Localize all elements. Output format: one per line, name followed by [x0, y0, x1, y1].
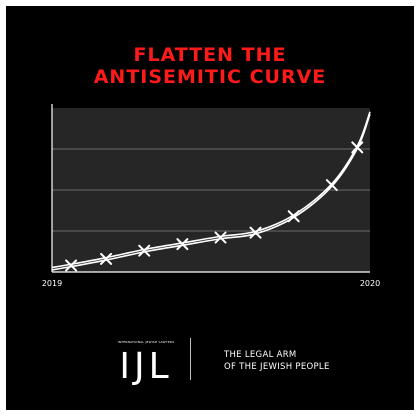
tagline-line-1: THE LEGAL ARM	[224, 350, 297, 360]
barb-point-9	[351, 141, 364, 154]
barb-point-8	[325, 179, 338, 192]
logo-small-text: INTERNATIONAL JEWISH LAWYERS	[117, 340, 175, 344]
ijl-logo: INTERNATIONAL JEWISH LAWYERS IJL	[110, 340, 182, 386]
x-tick-label-2019: 2019	[42, 279, 62, 288]
headline-line-2: ANTISEMITIC CURVE	[93, 66, 327, 88]
barb-point-5	[214, 231, 227, 244]
tagline-line-2: OF THE JEWISH PEOPLE	[224, 362, 330, 372]
logo-letters: IJL	[119, 346, 172, 386]
barb-point-3	[138, 244, 151, 257]
barb-point-2	[100, 252, 113, 265]
barb-point-6	[249, 226, 262, 239]
barb-point-1	[65, 259, 78, 272]
ijl-logo-letters: IJL	[119, 346, 172, 386]
headline-line-1: FLATTEN THE	[133, 44, 287, 66]
barb-point-4	[176, 238, 189, 251]
x-tick-label-2020: 2020	[360, 279, 380, 288]
footer-divider	[190, 338, 191, 380]
barb-point-7	[287, 210, 300, 223]
